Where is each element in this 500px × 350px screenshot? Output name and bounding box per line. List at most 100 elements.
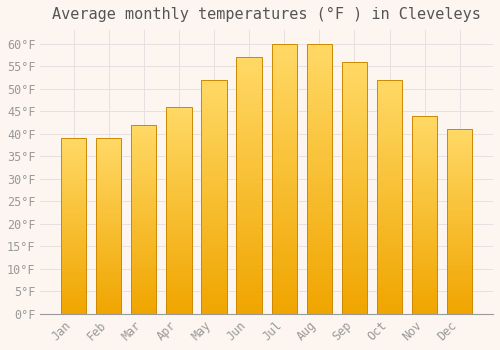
Bar [412,290,438,292]
Bar [272,222,297,225]
Bar [202,312,226,314]
Bar [61,242,86,244]
Bar [272,63,297,65]
Bar [202,307,226,309]
Bar [236,250,262,252]
Bar [447,194,472,196]
Bar [96,187,122,189]
Bar [306,228,332,230]
Bar [342,140,367,142]
Bar [61,310,86,312]
Bar [272,160,297,162]
Bar [96,300,122,302]
Bar [166,306,192,308]
Bar [447,153,472,155]
Bar [131,159,156,161]
Bar [131,267,156,268]
Bar [166,123,192,125]
Bar [412,124,438,126]
Bar [306,298,332,300]
Bar [202,237,226,239]
Bar [306,95,332,98]
Bar [236,191,262,193]
Bar [166,148,192,150]
Bar [412,155,438,157]
Bar [306,168,332,171]
Bar [236,175,262,178]
Bar [236,165,262,168]
Bar [96,180,122,182]
Bar [96,265,122,266]
Bar [202,246,226,248]
Bar [236,152,262,155]
Bar [377,218,402,220]
Bar [272,244,297,246]
Bar [61,273,86,275]
Bar [61,284,86,286]
Bar [272,200,297,203]
Bar [202,124,226,126]
Bar [412,120,438,121]
Bar [96,219,122,221]
Bar [272,265,297,268]
Bar [96,158,122,159]
Bar [61,138,86,140]
Bar [166,159,192,161]
Bar [131,268,156,270]
Bar [412,240,438,243]
Bar [447,303,472,304]
Bar [342,301,367,304]
Bar [61,312,86,314]
Bar [306,268,332,271]
Bar [306,271,332,273]
Bar [447,294,472,295]
Bar [306,52,332,54]
Bar [166,186,192,188]
Bar [342,266,367,268]
Bar [131,176,156,178]
Bar [236,178,262,180]
Bar [96,138,122,314]
Bar [342,62,367,314]
Bar [412,248,438,251]
Bar [96,288,122,289]
Bar [96,205,122,207]
Bar [61,277,86,279]
Bar [306,236,332,238]
Bar [96,251,122,252]
Bar [236,206,262,209]
Bar [131,125,156,127]
Bar [61,300,86,302]
Bar [202,239,226,241]
Bar [202,171,226,173]
Bar [377,169,402,171]
Bar [412,205,438,207]
Bar [96,284,122,286]
Bar [131,216,156,217]
Bar [131,136,156,138]
Bar [306,214,332,217]
Bar [272,154,297,157]
Bar [61,307,86,309]
Bar [96,161,122,163]
Bar [236,168,262,170]
Bar [377,253,402,255]
Bar [96,163,122,164]
Bar [131,127,156,128]
Bar [202,169,226,171]
Bar [447,304,472,307]
Bar [412,144,438,145]
Bar [447,138,472,140]
Bar [236,219,262,222]
Bar [306,49,332,52]
Bar [306,279,332,281]
Bar [166,258,192,260]
Bar [202,115,226,117]
Bar [447,271,472,273]
Bar [447,253,472,255]
Bar [272,54,297,57]
Bar [447,172,472,174]
Bar [272,233,297,236]
Bar [131,301,156,302]
Bar [447,199,472,201]
